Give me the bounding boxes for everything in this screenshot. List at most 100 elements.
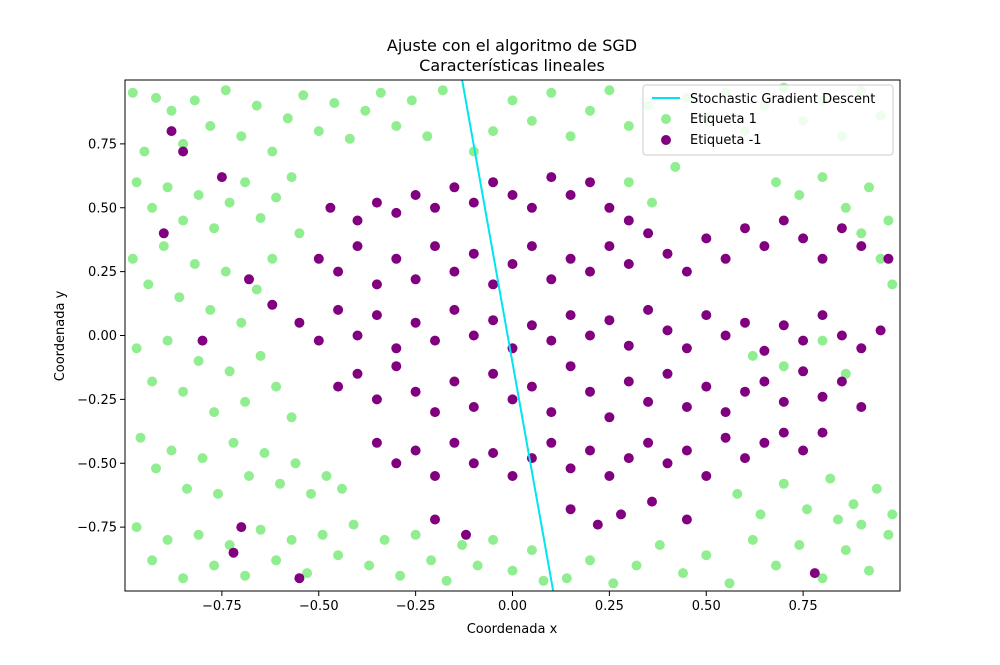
point-etiqueta-neg1	[371, 437, 382, 448]
point-etiqueta-1	[864, 565, 874, 576]
point-etiqueta-1	[883, 215, 894, 226]
point-etiqueta-1	[251, 284, 262, 295]
point-etiqueta-neg1	[856, 241, 867, 252]
point-etiqueta-1	[375, 87, 386, 98]
point-etiqueta-1	[127, 87, 138, 98]
point-etiqueta-neg1	[701, 381, 712, 392]
point-etiqueta-1	[647, 197, 657, 208]
y-tick-label: 0.50	[88, 201, 117, 216]
point-etiqueta-1	[817, 573, 828, 584]
point-etiqueta-neg1	[883, 253, 894, 264]
point-etiqueta-neg1	[294, 317, 305, 328]
point-etiqueta-neg1	[809, 568, 820, 579]
point-etiqueta-neg1	[585, 330, 595, 341]
point-etiqueta-neg1	[325, 202, 336, 213]
point-etiqueta-1	[875, 253, 886, 264]
point-etiqueta-neg1	[468, 248, 479, 259]
point-etiqueta-neg1	[449, 304, 460, 315]
point-etiqueta-neg1	[565, 253, 576, 264]
point-etiqueta-1	[209, 407, 220, 418]
point-etiqueta-1	[193, 190, 204, 200]
point-etiqueta-1	[286, 172, 297, 183]
point-etiqueta-neg1	[643, 437, 654, 448]
point-etiqueta-1	[282, 113, 293, 124]
point-etiqueta-1	[856, 228, 867, 239]
point-etiqueta-1	[306, 488, 316, 499]
point-etiqueta-1	[360, 105, 371, 116]
point-etiqueta-neg1	[778, 320, 789, 331]
point-etiqueta-neg1	[507, 190, 518, 200]
point-etiqueta-neg1	[430, 202, 440, 213]
point-etiqueta-neg1	[643, 304, 654, 315]
point-etiqueta-neg1	[333, 304, 344, 315]
point-etiqueta-1	[158, 241, 169, 252]
point-etiqueta-1	[565, 131, 576, 142]
point-etiqueta-neg1	[178, 146, 189, 157]
point-etiqueta-neg1	[759, 345, 770, 356]
y-tick-label: −0.50	[77, 457, 117, 472]
point-etiqueta-neg1	[449, 182, 460, 193]
point-etiqueta-neg1	[410, 445, 421, 456]
point-etiqueta-neg1	[778, 215, 789, 226]
point-etiqueta-neg1	[817, 310, 828, 321]
point-etiqueta-1	[883, 529, 894, 540]
point-etiqueta-neg1	[526, 202, 537, 213]
point-etiqueta-neg1	[228, 547, 239, 558]
point-etiqueta-neg1	[333, 381, 344, 392]
point-etiqueta-1	[856, 519, 867, 530]
point-etiqueta-neg1	[585, 386, 595, 397]
point-etiqueta-neg1	[740, 223, 750, 234]
point-etiqueta-1	[286, 534, 297, 545]
point-etiqueta-neg1	[604, 241, 615, 252]
point-etiqueta-1	[240, 396, 251, 407]
point-etiqueta-1	[151, 463, 161, 474]
x-axis-label: Coordenada x	[467, 622, 558, 637]
point-etiqueta-1	[585, 555, 595, 566]
point-etiqueta-1	[302, 568, 313, 579]
point-etiqueta-neg1	[410, 317, 421, 328]
point-etiqueta-neg1	[546, 274, 557, 285]
point-etiqueta-neg1	[526, 320, 537, 331]
point-etiqueta-neg1	[449, 376, 460, 387]
point-etiqueta-1	[329, 98, 340, 108]
x-axis-ticks: −0.75 −0.50 −0.25 0.00 0.25 0.50 0.75	[202, 591, 818, 614]
y-tick-label: 0.75	[88, 137, 117, 152]
point-etiqueta-neg1	[623, 215, 634, 226]
point-etiqueta-1	[608, 578, 619, 589]
point-etiqueta-neg1	[565, 463, 576, 474]
point-etiqueta-neg1	[798, 335, 809, 346]
point-etiqueta-neg1	[488, 368, 499, 379]
point-etiqueta-1	[631, 560, 642, 571]
point-etiqueta-1	[244, 471, 254, 481]
point-etiqueta-neg1	[216, 172, 227, 183]
point-etiqueta-1	[778, 361, 789, 372]
point-etiqueta-1	[561, 573, 572, 584]
point-etiqueta-neg1	[391, 207, 402, 218]
point-etiqueta-1	[488, 534, 499, 545]
point-etiqueta-neg1	[759, 376, 770, 387]
point-etiqueta-1	[255, 213, 266, 223]
point-etiqueta-neg1	[604, 471, 615, 481]
point-etiqueta-neg1	[352, 368, 363, 379]
point-etiqueta-neg1	[798, 366, 809, 377]
chart-title-line-1: Ajuste con el algoritmo de SGD	[387, 36, 637, 55]
point-etiqueta-neg1	[585, 177, 595, 188]
point-etiqueta-neg1	[720, 432, 731, 443]
point-etiqueta-1	[294, 228, 305, 239]
point-etiqueta-neg1	[759, 241, 770, 252]
point-etiqueta-1	[166, 445, 177, 456]
point-etiqueta-neg1	[546, 172, 557, 183]
point-etiqueta-1	[205, 121, 216, 131]
point-etiqueta-neg1	[592, 519, 603, 530]
point-etiqueta-1	[344, 133, 355, 144]
point-etiqueta-1	[410, 529, 421, 540]
point-etiqueta-neg1	[526, 381, 537, 392]
point-etiqueta-1	[732, 488, 743, 499]
point-etiqueta-1	[526, 545, 537, 556]
point-etiqueta-1	[147, 555, 158, 566]
point-etiqueta-neg1	[546, 407, 557, 418]
point-etiqueta-neg1	[461, 529, 471, 540]
point-etiqueta-neg1	[333, 266, 344, 277]
point-etiqueta-1	[275, 478, 285, 489]
